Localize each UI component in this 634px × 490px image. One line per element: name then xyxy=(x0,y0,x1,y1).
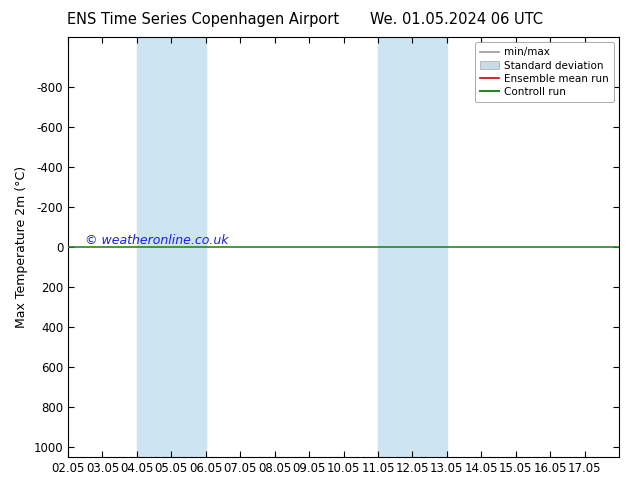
Text: © weatheronline.co.uk: © weatheronline.co.uk xyxy=(84,234,228,247)
Y-axis label: Max Temperature 2m (°C): Max Temperature 2m (°C) xyxy=(15,166,28,328)
Bar xyxy=(137,37,206,457)
Bar xyxy=(378,37,447,457)
Text: ENS Time Series Copenhagen Airport: ENS Time Series Copenhagen Airport xyxy=(67,12,339,27)
Legend: min/max, Standard deviation, Ensemble mean run, Controll run: min/max, Standard deviation, Ensemble me… xyxy=(475,42,614,102)
Text: We. 01.05.2024 06 UTC: We. 01.05.2024 06 UTC xyxy=(370,12,543,27)
